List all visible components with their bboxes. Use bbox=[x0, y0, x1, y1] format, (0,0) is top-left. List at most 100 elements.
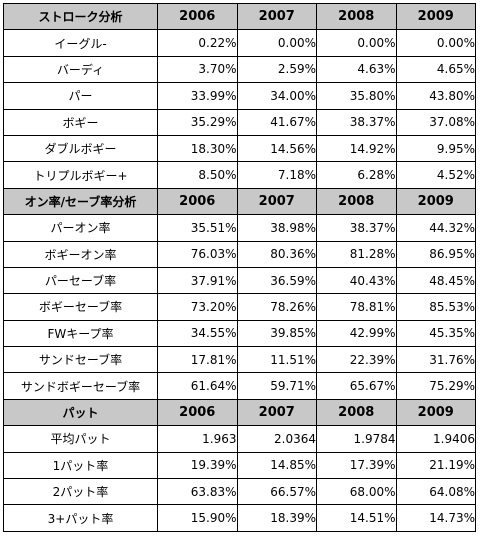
row-label: ダブルボギー bbox=[3, 134, 158, 163]
stat-value: 8.50% bbox=[157, 161, 238, 189]
row-label: ボギーセーブ率 bbox=[3, 293, 158, 321]
table-row: トリプルボギー+ 8.50% 7.18% 6.28% 4.52% bbox=[3, 161, 476, 189]
stat-value: 18.39% bbox=[236, 504, 317, 532]
section-title: パット bbox=[3, 398, 158, 427]
stat-value: 4.52% bbox=[395, 161, 476, 189]
section-header-row: オン率/セーブ率分析 2006 2007 2008 2009 bbox=[3, 187, 476, 216]
stat-value: 14.51% bbox=[316, 504, 397, 532]
table-row: 1パット率 19.39% 14.85% 17.39% 21.19% bbox=[3, 451, 476, 480]
year-header: 2006 bbox=[157, 398, 238, 427]
stat-value: 0.00% bbox=[316, 29, 397, 57]
stat-value: 37.08% bbox=[395, 108, 476, 136]
stat-value: 18.30% bbox=[157, 134, 238, 163]
year-header: 2009 bbox=[395, 187, 476, 216]
stat-value: 45.35% bbox=[395, 319, 476, 348]
stat-value: 6.28% bbox=[316, 161, 397, 189]
stat-value: 38.37% bbox=[316, 214, 397, 242]
stat-value: 14.73% bbox=[395, 504, 476, 532]
row-label: パーオン率 bbox=[3, 214, 158, 242]
stat-value: 38.98% bbox=[236, 214, 317, 242]
row-label: 1パット率 bbox=[3, 451, 158, 480]
stat-value: 73.20% bbox=[157, 293, 238, 321]
stat-value: 43.80% bbox=[395, 82, 476, 110]
stat-value: 61.64% bbox=[157, 372, 238, 400]
stat-value: 1.963 bbox=[157, 425, 238, 453]
table-row: ダブルボギー 18.30% 14.56% 14.92% 9.95% bbox=[3, 134, 476, 163]
table-row: パー 33.99% 34.00% 35.80% 43.80% bbox=[3, 82, 476, 110]
stat-value: 4.65% bbox=[395, 55, 476, 84]
table-row: イーグル- 0.22% 0.00% 0.00% 0.00% bbox=[3, 29, 476, 57]
table-row: 2パット率 63.83% 66.57% 68.00% 64.08% bbox=[3, 478, 476, 506]
stat-value: 39.85% bbox=[236, 319, 317, 348]
table-row: ボギーオン率 76.03% 80.36% 81.28% 86.95% bbox=[3, 240, 476, 268]
row-label: イーグル- bbox=[3, 29, 158, 57]
stat-value: 31.76% bbox=[395, 346, 476, 374]
year-header: 2006 bbox=[157, 2, 238, 31]
row-label: バーディ bbox=[3, 55, 158, 84]
table-row: サンドボギーセーブ率 61.64% 59.71% 65.67% 75.29% bbox=[3, 372, 476, 400]
stat-value: 76.03% bbox=[157, 240, 238, 268]
stat-value: 34.55% bbox=[157, 319, 238, 348]
stat-value: 1.9784 bbox=[316, 425, 397, 453]
row-label: パーセーブ率 bbox=[3, 266, 158, 295]
stat-value: 0.00% bbox=[395, 29, 476, 57]
stat-value: 14.92% bbox=[316, 134, 397, 163]
section-title: ストローク分析 bbox=[3, 2, 158, 31]
year-header: 2007 bbox=[236, 2, 317, 31]
stat-value: 48.45% bbox=[395, 266, 476, 295]
year-header: 2006 bbox=[157, 187, 238, 216]
stat-value: 22.39% bbox=[316, 346, 397, 374]
stat-value: 17.39% bbox=[316, 451, 397, 480]
stat-value: 63.83% bbox=[157, 478, 238, 506]
stat-value: 9.95% bbox=[395, 134, 476, 163]
stat-value: 81.28% bbox=[316, 240, 397, 268]
row-label: サンドボギーセーブ率 bbox=[3, 372, 158, 400]
stat-value: 21.19% bbox=[395, 451, 476, 480]
stat-value: 68.00% bbox=[316, 478, 397, 506]
year-header: 2007 bbox=[236, 187, 317, 216]
stat-value: 35.29% bbox=[157, 108, 238, 136]
row-label: パー bbox=[3, 82, 158, 110]
stat-value: 80.36% bbox=[236, 240, 317, 268]
golf-stats-table: ストローク分析 2006 2007 2008 2009 イーグル- 0.22% 0.00% 0.… bbox=[3, 2, 476, 532]
stat-value: 65.67% bbox=[316, 372, 397, 400]
table-row: パーセーブ率 37.91% 36.59% 40.43% 48.45% bbox=[3, 266, 476, 295]
section-title: オン率/セーブ率分析 bbox=[3, 187, 158, 216]
stat-value: 40.43% bbox=[316, 266, 397, 295]
year-header: 2008 bbox=[316, 398, 397, 427]
table-row: ボギー 35.29% 41.67% 38.37% 37.08% bbox=[3, 108, 476, 136]
stat-value: 59.71% bbox=[236, 372, 317, 400]
table-row: バーディ 3.70% 2.59% 4.63% 4.65% bbox=[3, 55, 476, 84]
row-label: 平均パット bbox=[3, 425, 158, 453]
stat-value: 1.9406 bbox=[395, 425, 476, 453]
table-row: サンドセーブ率 17.81% 11.51% 22.39% 31.76% bbox=[3, 346, 476, 374]
stat-value: 15.90% bbox=[157, 504, 238, 532]
stat-value: 41.67% bbox=[236, 108, 317, 136]
stat-value: 11.51% bbox=[236, 346, 317, 374]
stat-value: 7.18% bbox=[236, 161, 317, 189]
stat-value: 78.81% bbox=[316, 293, 397, 321]
stat-value: 0.22% bbox=[157, 29, 238, 57]
stat-value: 2.0364 bbox=[236, 425, 317, 453]
section-header-row: ストローク分析 2006 2007 2008 2009 bbox=[3, 2, 476, 31]
stat-value: 14.56% bbox=[236, 134, 317, 163]
row-label: FWキープ率 bbox=[3, 319, 158, 348]
stat-value: 17.81% bbox=[157, 346, 238, 374]
stat-value: 4.63% bbox=[316, 55, 397, 84]
stat-value: 33.99% bbox=[157, 82, 238, 110]
stat-value: 35.51% bbox=[157, 214, 238, 242]
stat-value: 85.53% bbox=[395, 293, 476, 321]
row-label: ボギーオン率 bbox=[3, 240, 158, 268]
stat-value: 3.70% bbox=[157, 55, 238, 84]
stat-value: 66.57% bbox=[236, 478, 317, 506]
year-header: 2009 bbox=[395, 2, 476, 31]
table-row: ボギーセーブ率 73.20% 78.26% 78.81% 85.53% bbox=[3, 293, 476, 321]
stat-value: 19.39% bbox=[157, 451, 238, 480]
table-row: 3+パット率 15.90% 18.39% 14.51% 14.73% bbox=[3, 504, 476, 532]
row-label: サンドセーブ率 bbox=[3, 346, 158, 374]
stat-value: 0.00% bbox=[236, 29, 317, 57]
stat-value: 38.37% bbox=[316, 108, 397, 136]
stat-value: 36.59% bbox=[236, 266, 317, 295]
row-label: 3+パット率 bbox=[3, 504, 158, 532]
stat-value: 86.95% bbox=[395, 240, 476, 268]
